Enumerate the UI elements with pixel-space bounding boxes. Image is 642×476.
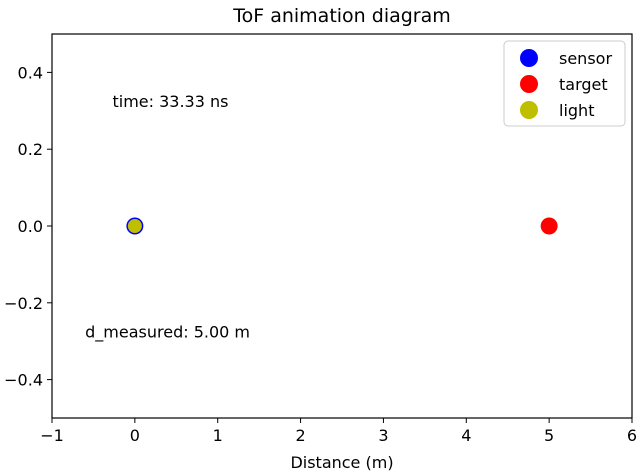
x-tick-label: 3: [378, 426, 388, 445]
x-tick-label: 4: [461, 426, 471, 445]
legend-label-target: target: [559, 75, 608, 94]
y-axis-ticks: −0.4 −0.2 0.0 0.2 0.4: [4, 63, 52, 390]
legend-marker-target: [520, 75, 538, 93]
annotations: time: 33.33 ns d_measured: 5.00 m: [85, 92, 250, 342]
legend-marker-sensor: [520, 49, 538, 67]
y-tick-label: −0.2: [4, 294, 43, 313]
x-tick-label: 6: [627, 426, 637, 445]
legend-marker-light: [520, 101, 538, 119]
annotation-distance: d_measured: 5.00 m: [85, 322, 250, 342]
chart-title: ToF animation diagram: [232, 5, 451, 27]
data-markers: [126, 217, 558, 235]
y-tick-label: 0.0: [18, 217, 43, 236]
legend: sensor target light: [503, 40, 626, 127]
x-tick-label: 0: [130, 426, 140, 445]
y-tick-label: −0.4: [4, 371, 43, 390]
legend-label-light: light: [559, 101, 594, 120]
x-tick-label: 5: [544, 426, 554, 445]
x-tick-label: 2: [295, 426, 305, 445]
x-axis-label: Distance (m): [290, 453, 393, 472]
y-tick-label: 0.4: [18, 63, 43, 82]
marker-light: [127, 219, 142, 233]
y-tick-label: 0.2: [18, 140, 43, 159]
legend-label-sensor: sensor: [559, 49, 612, 68]
x-axis-ticks: −1 0 1 2 3 4 5 6: [40, 418, 637, 445]
x-tick-label: 1: [213, 426, 223, 445]
x-tick-label: −1: [40, 426, 64, 445]
marker-target: [540, 217, 558, 235]
annotation-time: time: 33.33 ns: [112, 92, 228, 111]
